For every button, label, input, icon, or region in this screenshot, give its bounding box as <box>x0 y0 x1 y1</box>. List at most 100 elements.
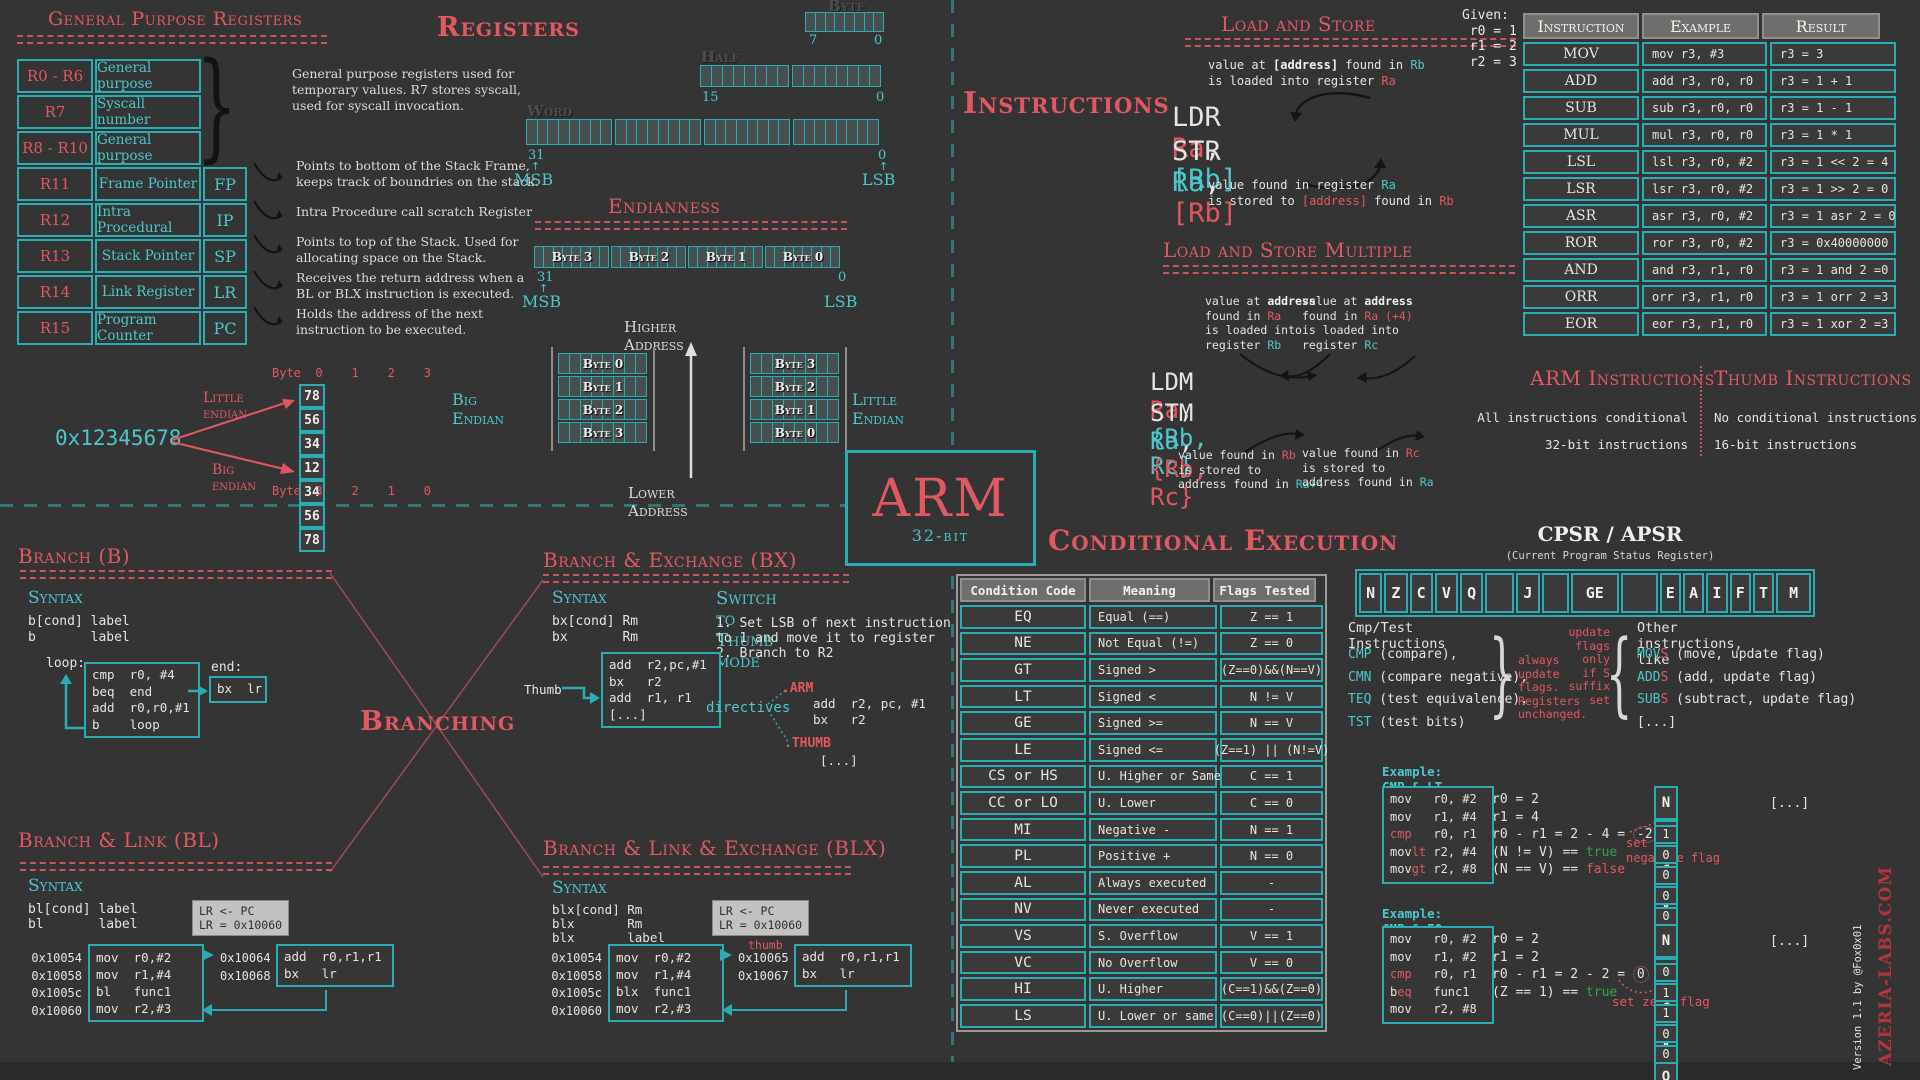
table-cell: ASR <box>1523 204 1639 228</box>
text-line: BL or BLX instruction is executed. <box>296 286 515 301</box>
text-line: value found in Rc <box>1302 446 1434 461</box>
text-line: bx r2 <box>609 673 662 689</box>
gpr-note-pc: Holds the address of the next instruction… <box>296 306 483 338</box>
text-line: mov r1, #4 <box>1390 809 1486 827</box>
table-cell: U. Lower <box>1089 791 1217 815</box>
table-cell: r3 = 1 orr 2 =3 <box>1770 285 1896 309</box>
bl-addresses: 0x10054 0x10058 0x1005c 0x10060 <box>20 950 82 1020</box>
text-line: 0x10058 <box>551 968 602 983</box>
word-group <box>793 119 879 145</box>
bit-cell <box>827 376 839 397</box>
arm-thumb-divider <box>1700 366 1702 456</box>
byte-bit7: 7 <box>809 33 818 48</box>
byte-strip-label: Byte <box>828 0 866 15</box>
table-cell: - <box>1220 870 1323 895</box>
text-segment: (compare), <box>1371 647 1458 662</box>
table-cell: MUL <box>1523 123 1639 147</box>
text-line: add r0,r0,#1 <box>92 700 190 715</box>
table-row: PL Positive + N == 0 <box>960 844 1323 868</box>
gpr-register-acronym: LR <box>203 275 247 309</box>
bit-cell <box>752 246 763 268</box>
text-line: address found in Ra <box>1302 475 1434 490</box>
bl-code-box: mov r0,#2 mov r1,#4 bl func1 mov r2,#3 <box>88 944 204 1022</box>
example-eq-result: r0 = 2 r1 = 2 r0 - r1 = 2 - 2 = 0 (Z == 1) … <box>1492 931 1649 1001</box>
halfword-group <box>700 65 789 87</box>
text-line: CMP (compare), <box>1348 644 1528 667</box>
table-cell: r3 = 1 xor 2 =3 <box>1770 312 1896 336</box>
gpr-register-desc: Intra Procedural <box>95 203 201 237</box>
text-segment: (move, update flag) <box>1668 647 1825 662</box>
cpsr-bit-cell <box>1541 573 1569 613</box>
table-cell: LSR <box>1523 177 1639 201</box>
text-line: is loaded into <box>1302 323 1413 338</box>
byte-box-cells <box>750 376 839 397</box>
ldm-line: LDM Ra, {Rb, Rc} <box>1150 368 1208 480</box>
bl-target-addresses: 0x10064 0x10068 <box>220 950 271 985</box>
word-lsb-label: LSB <box>862 170 896 189</box>
table-row: VC No Overflow V == 0 <box>960 950 1323 975</box>
table-cell: N == 1 <box>1220 817 1323 842</box>
bit-cell <box>777 65 789 87</box>
table-row: NE Not Equal (!=) Z == 0 <box>960 631 1323 656</box>
text-line: 0x10065 <box>738 951 789 965</box>
text-line: add r1, r1 <box>609 690 692 705</box>
table-cell: eor r3, r1, r0 <box>1642 312 1767 336</box>
text-segment: gt <box>1411 862 1427 876</box>
flag-name-cell: N <box>1654 786 1678 820</box>
arm-directive-code: add r2, pc, #1 bx r2 <box>813 696 926 728</box>
flag-value-cell: 0 <box>1654 906 1678 926</box>
lt-flags-values: 10000 <box>1654 823 1680 926</box>
table-cell: VS <box>960 924 1086 948</box>
table-cell: add r3, r0, r0 <box>1642 69 1767 93</box>
text-line: cmp r0, r1 <box>1390 966 1486 984</box>
text-line: add r2, pc, #1 <box>813 696 926 711</box>
byte-box-cells <box>558 353 647 374</box>
lsm-top-arrows <box>1239 353 1416 383</box>
table-cell: Always executed <box>1089 870 1217 895</box>
flag-value-cell: 0 <box>1654 845 1678 864</box>
byte-box: Byte 0 <box>750 422 839 443</box>
bl-branch-arrow <box>202 949 214 961</box>
big-endian-bar-left <box>551 347 553 451</box>
text-segment: mov <box>1390 844 1412 859</box>
cpsr-bit-cell: A <box>1682 573 1705 613</box>
text-segment: Ra <box>1381 178 1396 192</box>
text-segment: mov r1, #2 <box>1390 949 1477 964</box>
eq-flags-more: [...] <box>1770 934 1810 949</box>
text-line: mov r1,#4 <box>96 967 172 982</box>
word-bit31: 31 <box>528 148 545 163</box>
text-segment: [address] <box>1301 193 1367 208</box>
table-row: CC or LO U. Lower C == 0 <box>960 791 1323 815</box>
column-header: Condition Code <box>960 578 1086 602</box>
byte-box: Byte 2 <box>611 246 686 268</box>
table-cell: EQ <box>960 605 1086 629</box>
table-row: ADD add r3, r0, r0 r3 = 1 + 1 <box>1523 69 1896 93</box>
text-segment: Rc <box>1364 337 1379 352</box>
text-line: mov r0, #2 <box>1390 931 1486 949</box>
gpr-row: R15 Program Counter PC <box>17 311 247 345</box>
gpr-register-name: R12 <box>17 203 93 237</box>
cpsr-bit-cell: F <box>1729 573 1751 613</box>
table-row: NV Never executed - <box>960 897 1323 922</box>
always-update-note: always update flags. Registers unchanged… <box>1518 653 1588 721</box>
cpsr-bit-cell: V <box>1434 573 1458 613</box>
text-line: mov r2, #8 <box>1390 1001 1486 1019</box>
little-endian-label: Little Endian <box>852 390 905 428</box>
lsm-bottom-arrows <box>1244 429 1425 453</box>
word-msb-arrow-icon: ↑ <box>531 160 541 173</box>
bit-cell <box>778 119 790 145</box>
branch-bx-syntax-label: Syntax <box>552 588 607 608</box>
cpsr-bit-cell: C <box>1409 573 1433 613</box>
byte-value-cell: 78 <box>299 528 325 552</box>
gpr-arrow-pc-icon <box>253 306 283 326</box>
big-endian-label: Big Endian <box>452 390 505 428</box>
table-cell: r3 = 1 and 2 =0 <box>1770 258 1896 282</box>
halfword-strip <box>700 65 881 87</box>
text-line: mov r1,#4 <box>616 967 692 982</box>
directives-label: directives <box>706 700 791 716</box>
table-cell: LT <box>960 684 1086 709</box>
table-cell: r3 = 1 >> 2 = 0 <box>1770 177 1896 201</box>
switch-thumb-title: Switch to Thumb mode <box>716 588 777 672</box>
table-row: LT Signed < N != V <box>960 684 1323 709</box>
text-line: All instructions conditional <box>1477 410 1688 425</box>
